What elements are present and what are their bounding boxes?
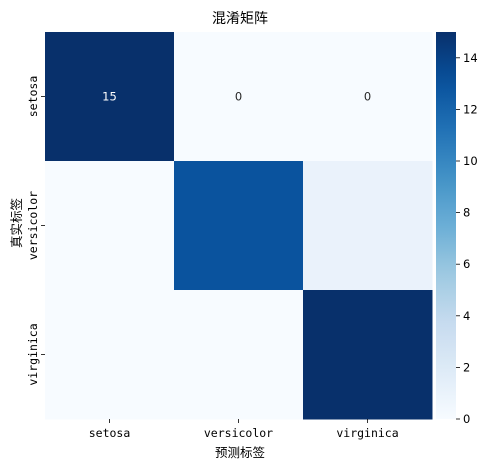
colorbar-tick-label: 12 [463, 102, 478, 116]
x-axis-title: 预测标签 [215, 445, 266, 460]
colorbar-tick-label: 6 [463, 257, 470, 271]
x-axis: setosa versicolor virginica [89, 419, 399, 440]
heatmap-cell-2-0 [45, 290, 175, 420]
colorbar-tick-label: 10 [463, 154, 478, 168]
x-tick-label: setosa [89, 426, 131, 440]
colorbar-tick-label: 14 [463, 51, 478, 65]
y-axis-title: 真实标签 [9, 198, 24, 249]
heatmap-cell-0-1 [174, 32, 304, 162]
heatmap-cell-0-0 [45, 32, 175, 162]
colorbar-tick-label: 8 [463, 206, 470, 220]
colorbar: 0 2 4 6 8 10 12 14 [436, 32, 478, 426]
cell-annotation-0-0: 15 [102, 90, 117, 104]
colorbar-tick-label: 2 [463, 360, 470, 374]
heatmap-cell-1-2 [303, 161, 433, 291]
x-tick-label: versicolor [204, 426, 273, 440]
y-axis: setosa versicolor virginica [26, 76, 45, 386]
heatmap-cell-2-1 [174, 290, 304, 420]
heatmap-cell-2-2 [303, 290, 433, 420]
cell-annotation-0-2: 0 [364, 90, 371, 104]
heatmap-cells [45, 32, 433, 420]
cell-annotation-0-1: 0 [235, 90, 242, 104]
cell-annotations: 15 0 0 [102, 90, 371, 104]
y-tick-label: versicolor [26, 191, 40, 260]
colorbar-gradient [436, 32, 456, 419]
chart-title: 混淆矩阵 [212, 11, 268, 27]
x-tick-label: virginica [336, 426, 398, 440]
y-tick-label: setosa [26, 76, 40, 118]
colorbar-tick-label: 4 [463, 309, 470, 323]
heatmap-cell-0-2 [303, 32, 433, 162]
heatmap-cell-1-0 [45, 161, 175, 291]
colorbar-tick-label: 0 [463, 412, 470, 426]
y-tick-label: virginica [26, 323, 40, 385]
heatmap-cell-1-1 [174, 161, 304, 291]
